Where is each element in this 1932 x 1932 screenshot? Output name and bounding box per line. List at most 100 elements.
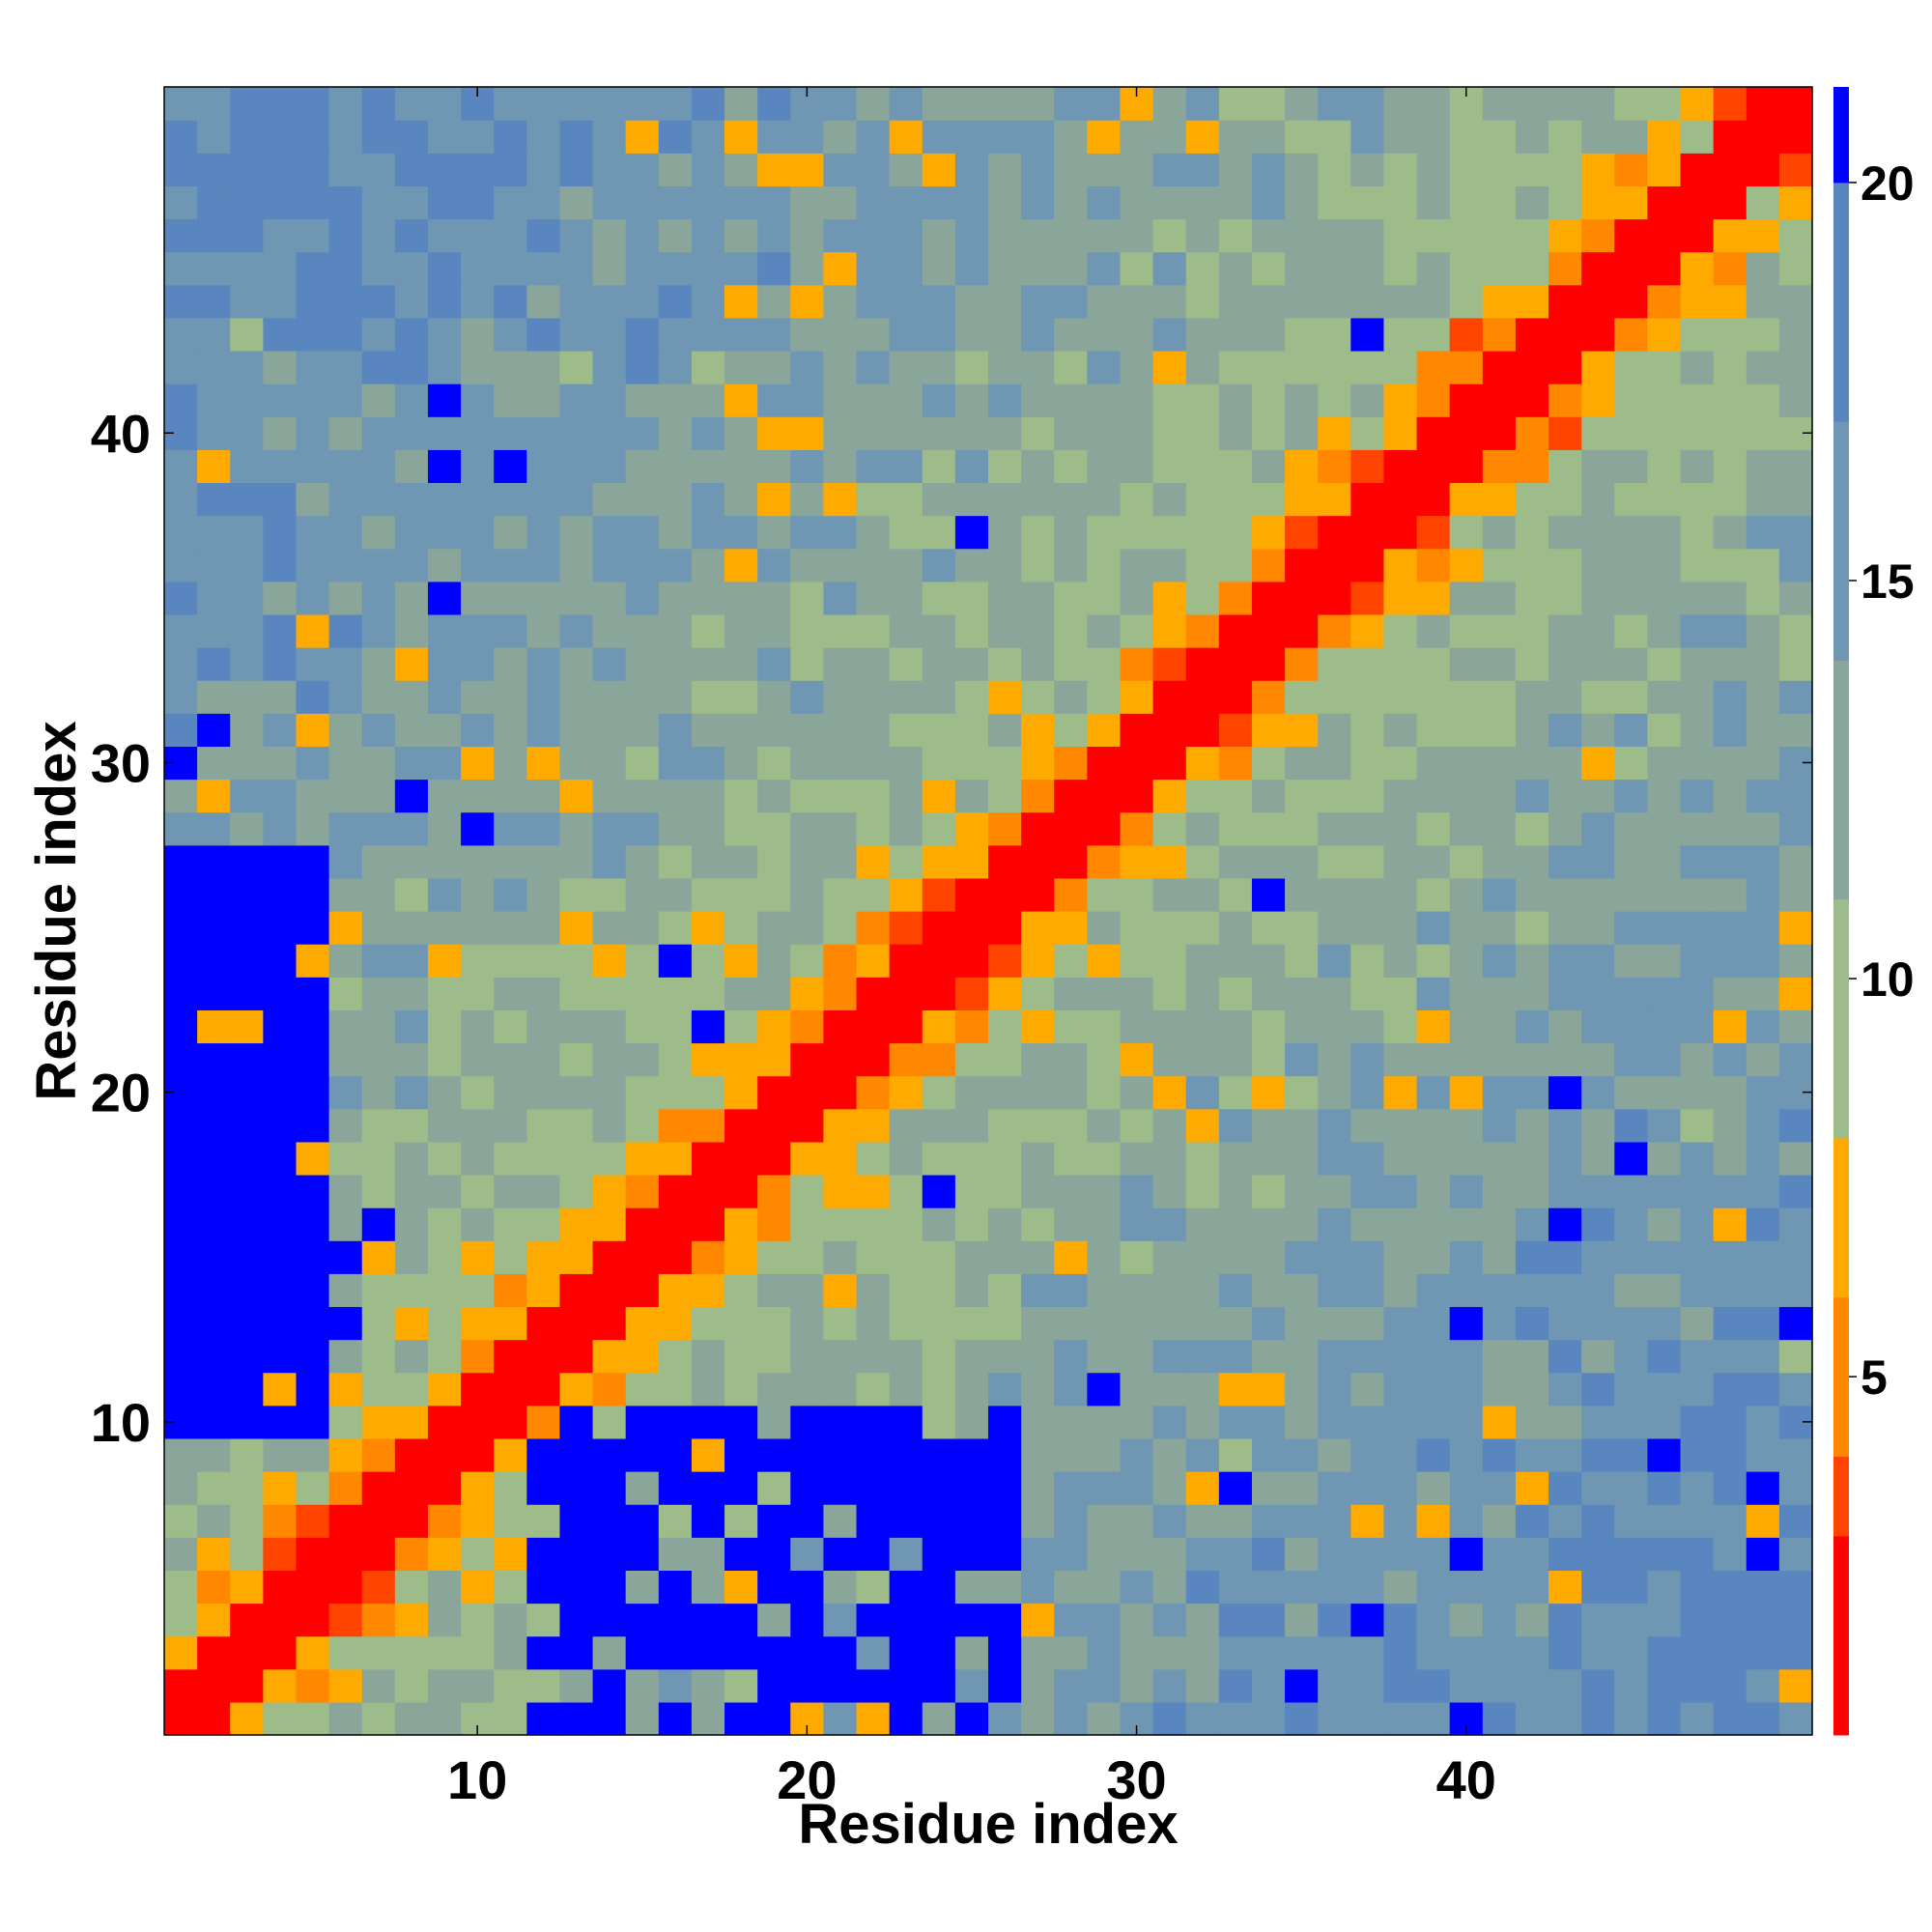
heatmap-cell [230, 811, 264, 846]
heatmap-cell [1680, 647, 1715, 681]
heatmap-cell [658, 284, 693, 319]
heatmap-cell [988, 251, 1022, 286]
heatmap-cell [823, 1372, 858, 1406]
y-tick-label: 30 [91, 732, 151, 793]
heatmap-cell [1515, 1537, 1549, 1571]
heatmap-cell [263, 944, 298, 978]
heatmap-cell [1318, 1405, 1351, 1439]
heatmap-cell [988, 944, 1022, 978]
heatmap-cell [790, 1339, 824, 1374]
heatmap-cell [1021, 1108, 1055, 1143]
heatmap-cell [1614, 449, 1648, 484]
heatmap-cell [1021, 581, 1055, 615]
heatmap-cell [954, 844, 989, 879]
heatmap-cell [1185, 515, 1220, 550]
heatmap-cell [922, 1471, 956, 1505]
heatmap-cell [988, 449, 1022, 484]
heatmap-cell [526, 1504, 561, 1538]
heatmap-cell [197, 1372, 231, 1406]
heatmap-cell [1350, 384, 1385, 417]
heatmap-cell [1482, 87, 1517, 121]
heatmap-cell [1680, 877, 1715, 912]
heatmap-cell [1021, 1537, 1055, 1571]
heatmap-cell [856, 1603, 891, 1637]
heatmap-cell [922, 317, 956, 352]
heatmap-cell [1185, 1603, 1220, 1637]
heatmap-cell [1746, 1240, 1780, 1274]
heatmap-cell [328, 1208, 363, 1241]
heatmap-cell [427, 1042, 462, 1077]
heatmap-cell [954, 1208, 989, 1241]
heatmap-cell [856, 1372, 891, 1406]
heatmap-cell [1713, 944, 1747, 978]
heatmap-cell [559, 153, 594, 186]
heatmap-cell [1251, 1339, 1286, 1374]
heatmap-cell [1251, 844, 1286, 879]
heatmap-cell [1416, 746, 1451, 781]
heatmap-cell [1746, 1603, 1780, 1637]
x-tick-label: 40 [1436, 1749, 1496, 1810]
heatmap-cell [790, 1240, 824, 1274]
heatmap-cell [263, 1372, 298, 1406]
heatmap-cell [625, 779, 660, 813]
heatmap-cell [1185, 350, 1220, 384]
heatmap-cell [922, 153, 956, 186]
heatmap-cell [1614, 713, 1648, 747]
heatmap-cell [1515, 581, 1549, 615]
heatmap-cell [1614, 1174, 1648, 1208]
heatmap-cell [1185, 87, 1220, 121]
heatmap-cell [988, 713, 1022, 747]
heatmap-cell [1778, 779, 1813, 813]
heatmap-cell [230, 1240, 264, 1274]
heatmap-cell [1548, 613, 1582, 648]
heatmap-cell [494, 1108, 527, 1143]
heatmap-cell [922, 1208, 956, 1241]
heatmap-cell [1383, 811, 1418, 846]
heatmap-cell [1021, 384, 1055, 417]
heatmap-cell [1152, 1141, 1187, 1176]
heatmap-cell [823, 350, 858, 384]
heatmap-cell [1548, 218, 1582, 253]
heatmap-cell [1614, 1405, 1648, 1439]
heatmap-cell [526, 1042, 561, 1077]
heatmap-cell [1120, 1471, 1154, 1505]
heatmap-cell [954, 647, 989, 681]
heatmap-cell [328, 120, 363, 154]
heatmap-cell [592, 613, 627, 648]
heatmap-cell [1614, 1504, 1648, 1538]
heatmap-cell [988, 1635, 1022, 1670]
heatmap-cell [526, 647, 561, 681]
heatmap-cell [197, 449, 231, 484]
heatmap-cell [296, 482, 330, 517]
heatmap-cell [1350, 284, 1385, 319]
heatmap-cell [889, 1273, 923, 1308]
heatmap-cell [1120, 449, 1154, 484]
heatmap-cell [1680, 1273, 1715, 1308]
heatmap-cell [658, 449, 693, 484]
heatmap-cell [1054, 647, 1088, 681]
heatmap-cell [1383, 384, 1418, 417]
heatmap-cell [1581, 1306, 1615, 1341]
heatmap-cell [1416, 1141, 1451, 1176]
heatmap-cell [1581, 977, 1615, 1010]
heatmap-cell [1647, 482, 1682, 517]
heatmap-cell [461, 1273, 495, 1308]
heatmap-cell [823, 384, 858, 417]
heatmap-cell [823, 1174, 858, 1208]
heatmap-cell [625, 713, 660, 747]
heatmap-cell [922, 1570, 956, 1605]
heatmap-cell [757, 1273, 791, 1308]
heatmap-cell [1482, 680, 1517, 714]
heatmap-cell [922, 1372, 956, 1406]
heatmap-cell [1581, 581, 1615, 615]
heatmap-cell [1581, 251, 1615, 286]
heatmap-cell [856, 317, 891, 352]
heatmap-cell [1416, 1537, 1451, 1571]
heatmap-cell [230, 944, 264, 978]
heatmap-cell [1285, 1141, 1319, 1176]
heatmap-cell [922, 1701, 956, 1736]
heatmap-cell [1152, 647, 1187, 681]
heatmap-cell [1713, 1372, 1747, 1406]
heatmap-cell [427, 746, 462, 781]
heatmap-cell [1449, 218, 1484, 253]
